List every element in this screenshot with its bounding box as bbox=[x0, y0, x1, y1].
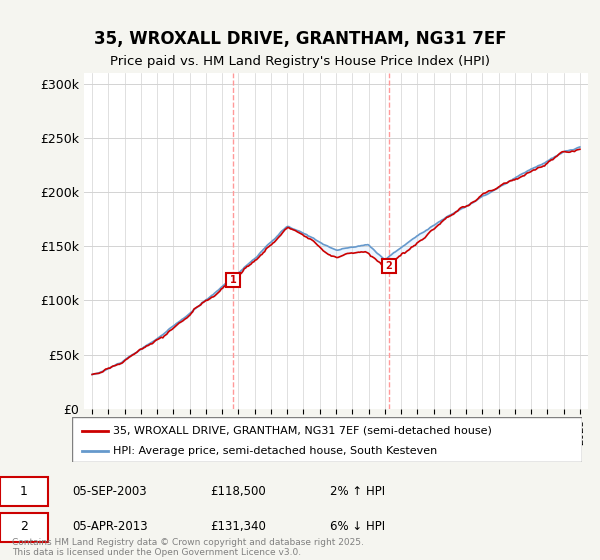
35, WROXALL DRIVE, GRANTHAM, NG31 7EF (semi-detached house) bbox=[250, 259, 257, 265]
35, WROXALL DRIVE, GRANTHAM, NG31 7EF (semi-detached house) bbox=[302, 234, 309, 240]
HPI: Average price, semi-detached house, South Kesteven: (2e+03, 6.14e+04): Average price, semi-detached house, Sout… bbox=[148, 339, 155, 346]
35, WROXALL DRIVE, GRANTHAM, NG31 7EF (semi-detached house) bbox=[234, 274, 241, 281]
HPI: Average price, semi-detached house, South Kesteven: (2.02e+03, 2.31e+05): Average price, semi-detached house, Sout… bbox=[549, 155, 556, 161]
Text: £131,340: £131,340 bbox=[210, 520, 266, 533]
FancyBboxPatch shape bbox=[72, 417, 582, 462]
Text: HPI: Average price, semi-detached house, South Kesteven: HPI: Average price, semi-detached house,… bbox=[113, 446, 437, 456]
FancyBboxPatch shape bbox=[0, 513, 48, 542]
Text: 35, WROXALL DRIVE, GRANTHAM, NG31 7EF (semi-detached house): 35, WROXALL DRIVE, GRANTHAM, NG31 7EF (s… bbox=[113, 426, 491, 436]
Text: 2% ↑ HPI: 2% ↑ HPI bbox=[330, 485, 385, 498]
35, WROXALL DRIVE, GRANTHAM, NG31 7EF (semi-detached house) bbox=[549, 156, 556, 163]
Text: 1: 1 bbox=[230, 276, 236, 286]
35, WROXALL DRIVE, GRANTHAM, NG31 7EF (semi-detached house) bbox=[576, 146, 583, 153]
Text: 6% ↓ HPI: 6% ↓ HPI bbox=[330, 520, 385, 533]
Text: 35, WROXALL DRIVE, GRANTHAM, NG31 7EF: 35, WROXALL DRIVE, GRANTHAM, NG31 7EF bbox=[94, 30, 506, 48]
35, WROXALL DRIVE, GRANTHAM, NG31 7EF (semi-detached house) bbox=[148, 340, 155, 347]
FancyBboxPatch shape bbox=[0, 478, 48, 506]
HPI: Average price, semi-detached house, South Kesteven: (2e+03, 3.17e+04): Average price, semi-detached house, Sout… bbox=[89, 371, 96, 378]
HPI: Average price, semi-detached house, South Kesteven: (2e+03, 1.24e+05): Average price, semi-detached house, Sout… bbox=[234, 270, 241, 277]
HPI: Average price, semi-detached house, South Kesteven: (2.01e+03, 1.61e+05): Average price, semi-detached house, Sout… bbox=[302, 231, 309, 237]
HPI: Average price, semi-detached house, South Kesteven: (2.02e+03, 2.42e+05): Average price, semi-detached house, Sout… bbox=[576, 143, 583, 150]
35, WROXALL DRIVE, GRANTHAM, NG31 7EF (semi-detached house) bbox=[259, 251, 266, 258]
Text: 05-SEP-2003: 05-SEP-2003 bbox=[72, 485, 146, 498]
HPI: Average price, semi-detached house, South Kesteven: (2.01e+03, 1.46e+05): Average price, semi-detached house, Sout… bbox=[259, 248, 266, 254]
Text: £118,500: £118,500 bbox=[210, 485, 266, 498]
Line: HPI: Average price, semi-detached house, South Kesteven: HPI: Average price, semi-detached house,… bbox=[92, 147, 580, 375]
Text: Price paid vs. HM Land Registry's House Price Index (HPI): Price paid vs. HM Land Registry's House … bbox=[110, 55, 490, 68]
Text: 05-APR-2013: 05-APR-2013 bbox=[72, 520, 148, 533]
Text: Contains HM Land Registry data © Crown copyright and database right 2025.
This d: Contains HM Land Registry data © Crown c… bbox=[12, 538, 364, 557]
Text: 2: 2 bbox=[20, 520, 28, 533]
Text: 1: 1 bbox=[20, 485, 28, 498]
HPI: Average price, semi-detached house, South Kesteven: (2e+03, 1.38e+05): Average price, semi-detached house, Sout… bbox=[250, 256, 257, 263]
35, WROXALL DRIVE, GRANTHAM, NG31 7EF (semi-detached house) bbox=[89, 371, 96, 378]
Line: 35, WROXALL DRIVE, GRANTHAM, NG31 7EF (semi-detached house): 35, WROXALL DRIVE, GRANTHAM, NG31 7EF (s… bbox=[92, 150, 580, 375]
Text: 2: 2 bbox=[385, 262, 392, 272]
